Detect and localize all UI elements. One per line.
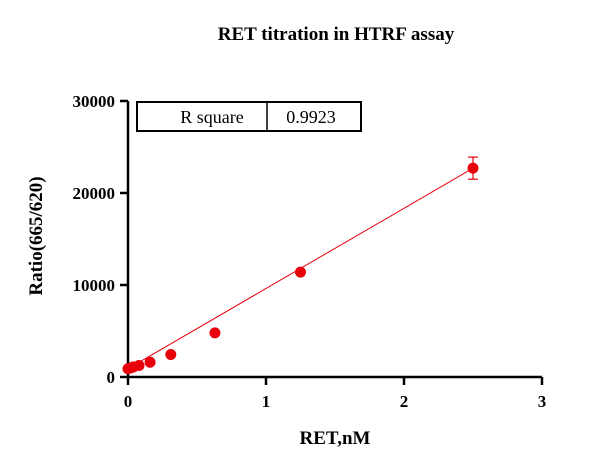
data-point (165, 348, 177, 360)
data-point (209, 327, 221, 339)
data-point (467, 162, 479, 174)
r-square-label: R square (180, 107, 243, 127)
y-ticks: 0 10000 20000 30000 (73, 92, 128, 387)
x-axis-label: RET,nM (300, 428, 371, 449)
y-tick-label: 10000 (73, 276, 116, 295)
y-axis-label: Ratio(665/620) (26, 176, 47, 295)
x-tick-label: 3 (538, 392, 547, 411)
data-points (122, 156, 479, 375)
x-tick-label: 2 (400, 392, 409, 411)
r-square-value: 0.9923 (286, 107, 336, 127)
chart-title: RET titration in HTRF assay (218, 24, 455, 45)
r-square-table: R square 0.9923 (136, 101, 362, 132)
r-square-table-border (136, 101, 362, 132)
y-tick-label: 0 (107, 368, 116, 387)
data-point (295, 266, 306, 278)
data-point (133, 360, 145, 371)
axes (126, 101, 542, 379)
y-tick-label: 20000 (73, 184, 116, 203)
y-tick-label: 30000 (73, 92, 116, 111)
x-tick-label: 0 (124, 392, 133, 411)
x-tick-label: 1 (262, 392, 271, 411)
data-point (144, 356, 156, 368)
x-ticks: 0 1 2 3 (124, 377, 547, 411)
